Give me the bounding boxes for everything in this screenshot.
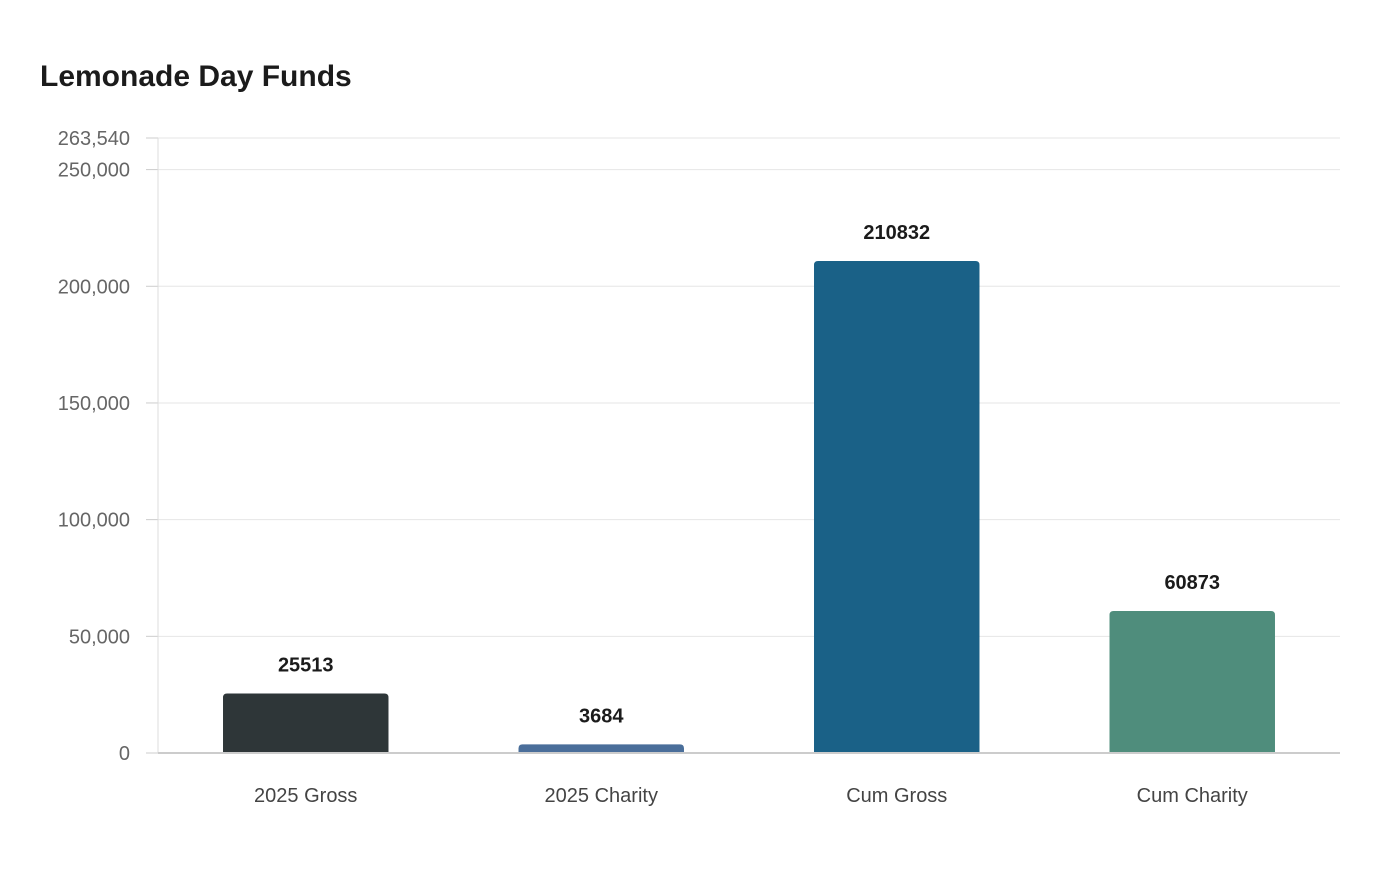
x-category-label: Cum Charity [1137, 785, 1248, 807]
y-tick-label: 100,000 [58, 510, 130, 532]
y-tick-label: 263,540 [58, 128, 130, 150]
chart-title: Lemonade Day Funds [40, 60, 352, 93]
x-axis-categories: 2025 Gross 2025 Charity Cum Gross Cum Chari… [254, 785, 1248, 807]
bar [518, 744, 684, 753]
y-tick-label: 150,000 [58, 393, 130, 415]
bar [814, 261, 980, 753]
y-axis-ticks: 0 50,000 100,000 150,000 200,000 250,000 263,5… [58, 128, 158, 765]
bar [1109, 610, 1275, 753]
y-tick-label: 0 [119, 743, 130, 765]
x-category-label: 2025 Charity [545, 785, 658, 807]
bar-value-label: 60873 [1164, 572, 1220, 594]
bar [223, 693, 389, 753]
x-category-label: 2025 Gross [254, 785, 357, 807]
y-tick-label: 250,000 [58, 160, 130, 182]
y-tick-label: 200,000 [58, 276, 130, 298]
gridlines [158, 137, 1340, 637]
bar-value-label: 210832 [863, 222, 930, 244]
y-tick-label: 50,000 [69, 626, 130, 648]
bar-value-label: 25513 [278, 654, 334, 676]
x-category-label: Cum Gross [846, 785, 947, 807]
data-labels: 25513 3684 210832 60873 [278, 222, 1220, 727]
axes [157, 138, 1340, 754]
bar-value-label: 3684 [579, 705, 624, 727]
bars [223, 261, 1275, 753]
